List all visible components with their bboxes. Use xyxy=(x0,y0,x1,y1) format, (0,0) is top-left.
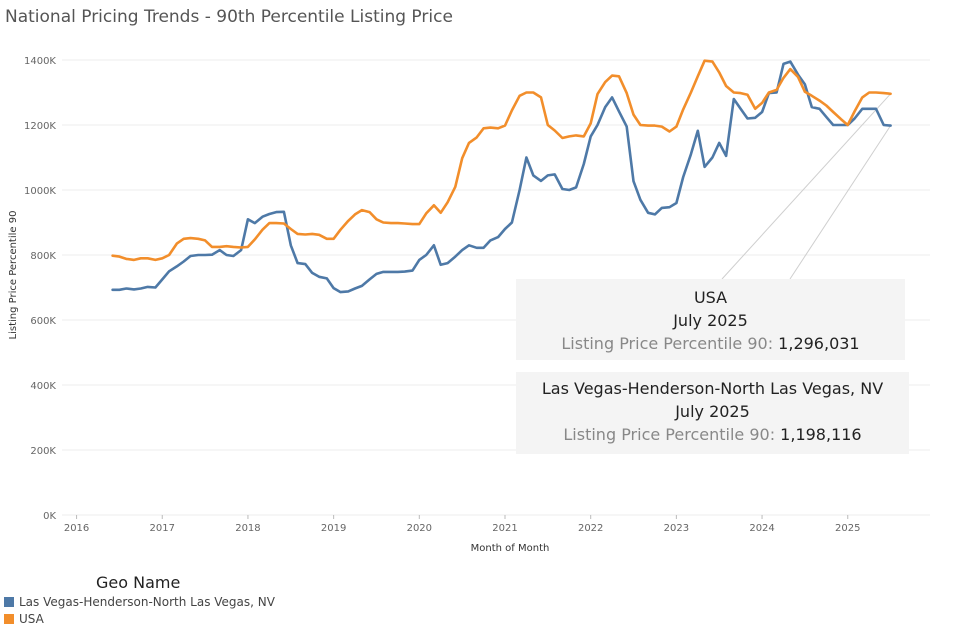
y-tick-label: 400K xyxy=(30,381,56,392)
tooltip-las-vegas-period: July 2025 xyxy=(675,402,750,421)
legend-item-usa[interactable]: USA xyxy=(4,612,44,626)
tooltip-las-vegas-geo: Las Vegas-Henderson-North Las Vegas, NV xyxy=(541,379,884,398)
tooltip-las-vegas-label: Listing Price Percentile 90: xyxy=(563,425,776,444)
y-tick-label: 0K xyxy=(43,511,56,522)
legend-label-usa: USA xyxy=(19,612,44,626)
x-tick-label: 2022 xyxy=(578,523,603,534)
legend-swatch-usa xyxy=(4,614,14,624)
series-line-las-vegas[interactable] xyxy=(111,60,892,294)
chart-title: National Pricing Trends - 90th Percentil… xyxy=(5,7,453,27)
tooltip-las-vegas-connector xyxy=(789,125,892,280)
tooltip-las-vegas-value: 1,198,116 xyxy=(780,425,862,444)
x-tick-label: 2018 xyxy=(235,523,260,534)
x-tick-label: 2017 xyxy=(150,523,175,534)
x-tick-label: 2025 xyxy=(835,523,860,534)
tooltip-las-vegas: Las Vegas-Henderson-North Las Vegas, NV … xyxy=(516,372,909,454)
legend-swatch-las-vegas xyxy=(4,597,14,607)
x-axis-title: Month of Month xyxy=(471,543,550,554)
tooltip-connectors xyxy=(721,93,892,280)
tooltip-usa-value: 1,296,031 xyxy=(778,334,860,353)
y-tick-label: 1400K xyxy=(24,56,56,67)
legend-item-las-vegas[interactable]: Las Vegas-Henderson-North Las Vegas, NV xyxy=(4,595,275,609)
x-tick-label: 2019 xyxy=(321,523,346,534)
y-tick-label: 200K xyxy=(30,446,56,457)
x-tick-label: 2021 xyxy=(492,523,517,534)
tooltip-usa: USA July 2025 Listing Price Percentile 9… xyxy=(516,279,905,360)
x-axis-ticks: 2016 2017 2018 2019 2020 2021 2022 2023 2024 2025 xyxy=(64,515,860,534)
x-tick-label: 2020 xyxy=(407,523,432,534)
series-line-usa[interactable] xyxy=(111,59,892,262)
tooltip-usa-label: Listing Price Percentile 90: xyxy=(561,334,774,353)
x-tick-label: 2024 xyxy=(749,523,774,534)
y-axis-title: Listing Price Percentile 90 xyxy=(8,211,19,340)
x-tick-label: 2023 xyxy=(664,523,689,534)
legend-title: Geo Name xyxy=(96,573,181,592)
y-tick-label: 1000K xyxy=(24,186,56,197)
y-tick-label: 1200K xyxy=(24,121,56,132)
y-axis-ticks: 0K 200K 400K 600K 800K 1000K 1200K 1400K xyxy=(24,56,56,522)
legend-label-las-vegas: Las Vegas-Henderson-North Las Vegas, NV xyxy=(19,595,275,609)
x-tick-label: 2016 xyxy=(64,523,89,534)
tooltip-usa-connector xyxy=(721,93,891,280)
y-tick-label: 800K xyxy=(30,251,56,262)
series-lines[interactable] xyxy=(111,59,892,294)
tooltip-usa-period: July 2025 xyxy=(673,311,748,330)
tooltip-usa-geo: USA xyxy=(693,288,728,307)
y-tick-label: 600K xyxy=(30,316,56,327)
